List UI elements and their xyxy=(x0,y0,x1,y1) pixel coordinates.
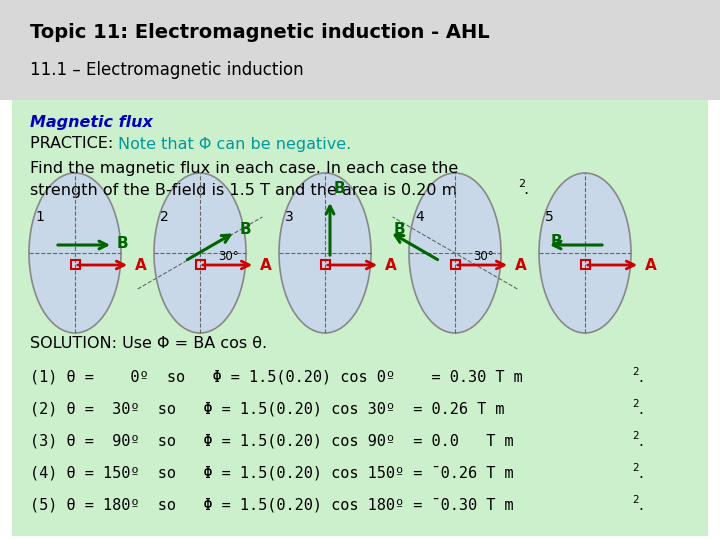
Text: .: . xyxy=(638,369,643,384)
Text: 5: 5 xyxy=(545,210,554,224)
Text: Topic 11: Electromagnetic induction - AHL: Topic 11: Electromagnetic induction - AH… xyxy=(30,23,490,42)
Text: (1) θ =    0º  so   Φ = 1.5(0.20) cos 0º    = 0.30 T m: (1) θ = 0º so Φ = 1.5(0.20) cos 0º = 0.3… xyxy=(30,369,523,384)
Text: 30°: 30° xyxy=(218,251,238,264)
Text: .: . xyxy=(523,183,528,198)
Text: Find the magnetic flux in each case. In each case the: Find the magnetic flux in each case. In … xyxy=(30,160,458,176)
Ellipse shape xyxy=(409,173,501,333)
Text: 2: 2 xyxy=(632,367,639,377)
Text: 3: 3 xyxy=(285,210,294,224)
Text: .: . xyxy=(638,402,643,416)
Text: 30°: 30° xyxy=(473,251,494,264)
Text: 2: 2 xyxy=(518,179,525,189)
Text: 1: 1 xyxy=(35,210,44,224)
Bar xyxy=(0,0,720,100)
Text: B: B xyxy=(334,181,346,196)
Ellipse shape xyxy=(539,173,631,333)
Text: 2: 2 xyxy=(632,431,639,441)
Text: PRACTICE:: PRACTICE: xyxy=(30,137,118,152)
Bar xyxy=(321,260,330,269)
Text: B: B xyxy=(117,235,129,251)
Text: (5) θ = 180º  so   Φ = 1.5(0.20) cos 180º = ¯0.30 T m: (5) θ = 180º so Φ = 1.5(0.20) cos 180º =… xyxy=(30,497,513,512)
Bar xyxy=(12,100,708,536)
Bar xyxy=(71,260,80,269)
Text: A: A xyxy=(645,258,657,273)
Text: 11.1 – Electromagnetic induction: 11.1 – Electromagnetic induction xyxy=(30,61,304,79)
Text: A: A xyxy=(515,258,527,273)
Text: (3) θ =  90º  so   Φ = 1.5(0.20) cos 90º  = 0.0   T m: (3) θ = 90º so Φ = 1.5(0.20) cos 90º = 0… xyxy=(30,434,513,449)
Text: (2) θ =  30º  so   Φ = 1.5(0.20) cos 30º  = 0.26 T m: (2) θ = 30º so Φ = 1.5(0.20) cos 30º = 0… xyxy=(30,402,505,416)
Bar xyxy=(196,260,205,269)
Text: .: . xyxy=(638,434,643,449)
Text: A: A xyxy=(385,258,397,273)
Text: A: A xyxy=(135,258,147,273)
Text: strength of the B-field is 1.5 T and the area is 0.20 m: strength of the B-field is 1.5 T and the… xyxy=(30,183,457,198)
Text: B: B xyxy=(239,222,251,238)
Text: Magnetic flux: Magnetic flux xyxy=(30,114,153,130)
Text: 2: 2 xyxy=(632,463,639,473)
Text: (4) θ = 150º  so   Φ = 1.5(0.20) cos 150º = ¯0.26 T m: (4) θ = 150º so Φ = 1.5(0.20) cos 150º =… xyxy=(30,465,513,481)
Text: 2: 2 xyxy=(160,210,168,224)
Bar xyxy=(581,260,590,269)
Text: 4: 4 xyxy=(415,210,424,224)
Text: SOLUTION: Use Φ = BA cos θ.: SOLUTION: Use Φ = BA cos θ. xyxy=(30,336,267,352)
Text: B: B xyxy=(394,222,405,238)
Ellipse shape xyxy=(29,173,121,333)
Text: .: . xyxy=(638,465,643,481)
Text: Note that Φ can be negative.: Note that Φ can be negative. xyxy=(118,137,351,152)
Text: 2: 2 xyxy=(632,495,639,505)
Text: .: . xyxy=(638,497,643,512)
Bar xyxy=(451,260,460,269)
Text: A: A xyxy=(260,258,271,273)
Ellipse shape xyxy=(279,173,371,333)
Ellipse shape xyxy=(154,173,246,333)
Text: 2: 2 xyxy=(632,399,639,409)
Text: B: B xyxy=(551,233,562,248)
